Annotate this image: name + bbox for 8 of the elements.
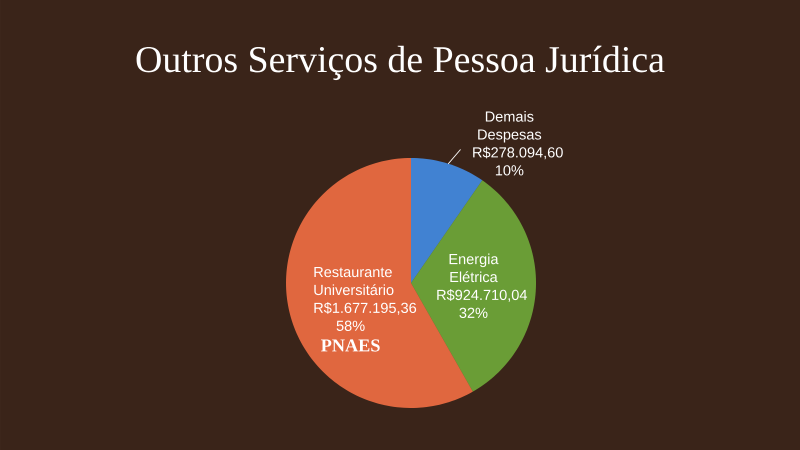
data-label: R$1.677.195,36 58% xyxy=(314,302,416,331)
data-label: R$924.710,04 32% xyxy=(437,289,528,318)
text: PNAES xyxy=(321,339,380,352)
slice-label: Demais Despesas xyxy=(478,111,542,142)
slice-label: Restaurante Universitário xyxy=(314,266,394,296)
slice-label: Energia Elétrica xyxy=(450,254,499,282)
data-label: R$278.094,60 10% xyxy=(473,146,563,176)
chart-title: Outros Serviços de Pessoa Jurídica xyxy=(136,46,664,80)
